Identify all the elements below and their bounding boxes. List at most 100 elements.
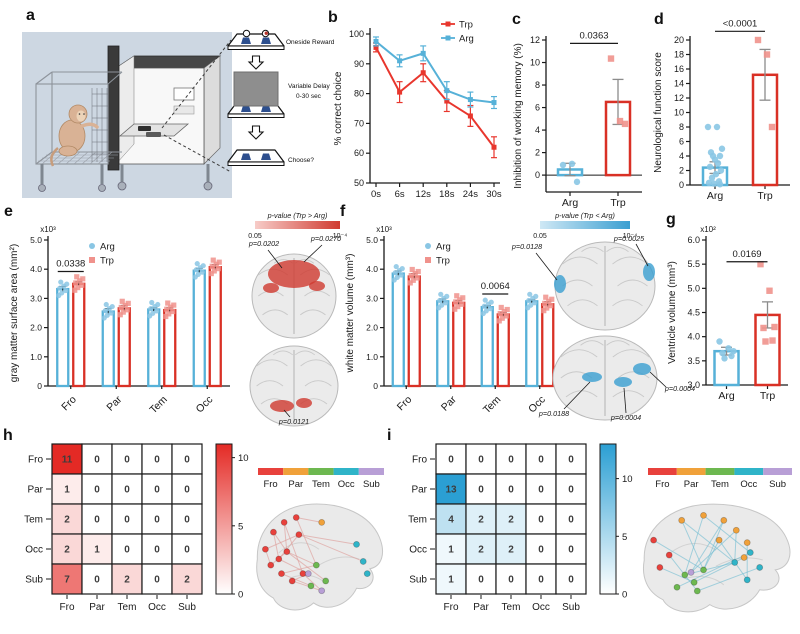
svg-text:6.0: 6.0	[687, 235, 700, 245]
panel-label-a: a	[26, 7, 35, 24]
wheels	[38, 181, 213, 192]
svg-text:p=0.0004: p=0.0004	[664, 384, 695, 393]
svg-text:Tem: Tem	[711, 479, 729, 490]
svg-text:p=0.0128: p=0.0128	[511, 242, 542, 251]
svg-text:Fro: Fro	[395, 394, 415, 414]
svg-text:Trp: Trp	[760, 390, 776, 402]
svg-text:Sub: Sub	[25, 575, 43, 586]
svg-text:Arg: Arg	[100, 242, 115, 253]
svg-text:3.0: 3.0	[366, 293, 378, 303]
svg-text:3.0: 3.0	[30, 293, 42, 303]
svg-text:0: 0	[124, 455, 130, 466]
svg-text:Trp: Trp	[436, 256, 450, 267]
svg-text:1: 1	[448, 545, 454, 556]
svg-text:Par: Par	[439, 393, 459, 413]
svg-text:Occ: Occ	[338, 479, 355, 490]
svg-text:8: 8	[535, 80, 540, 90]
svg-text:0: 0	[478, 485, 484, 496]
svg-text:4.0: 4.0	[366, 264, 378, 274]
svg-text:0: 0	[124, 545, 130, 556]
svg-text:7: 7	[64, 575, 70, 586]
svg-text:0s: 0s	[371, 189, 381, 200]
divider-panel	[107, 45, 120, 171]
svg-text:Sub: Sub	[363, 479, 380, 490]
svg-text:30s: 30s	[486, 189, 502, 200]
svg-text:p=0.0004: p=0.0004	[610, 413, 641, 422]
svg-text:5.0: 5.0	[30, 235, 42, 245]
svg-text:0: 0	[184, 455, 190, 466]
svg-text:12: 12	[530, 35, 540, 45]
svg-text:0: 0	[538, 545, 544, 556]
cage-legs	[40, 164, 210, 184]
svg-text:Arg: Arg	[459, 34, 474, 45]
svg-text:Tem: Tem	[502, 602, 521, 613]
svg-text:4.5: 4.5	[687, 308, 700, 318]
svg-text:p-value (Trp < Arg): p-value (Trp < Arg)	[554, 211, 615, 220]
svg-text:1: 1	[64, 485, 70, 496]
svg-text:Par: Par	[288, 479, 303, 490]
svg-text:<0.0001: <0.0001	[723, 18, 758, 29]
svg-text:Sub: Sub	[178, 602, 196, 613]
svg-text:6s: 6s	[395, 189, 405, 200]
svg-text:x10³: x10³	[376, 225, 392, 234]
svg-text:Par: Par	[684, 479, 699, 490]
svg-text:Fro: Fro	[59, 394, 79, 414]
brain-network-trp-less: Fro Par Tem Occ Sub	[643, 468, 792, 613]
svg-text:Tem: Tem	[312, 479, 330, 490]
svg-text:0: 0	[154, 455, 160, 466]
svg-text:4: 4	[448, 515, 454, 526]
svg-text:6: 6	[535, 103, 540, 113]
svg-text:0: 0	[538, 575, 544, 586]
svg-text:p=0.0025: p=0.0025	[613, 234, 645, 243]
svg-text:0: 0	[124, 515, 130, 526]
svg-text:1: 1	[94, 545, 100, 556]
svg-text:0.05: 0.05	[248, 233, 262, 240]
heatmap-trp-greater: 11 0 0 0 01 0 0 0 02 0 0 0 02 1 0 0 07 0 2 0 2FroParTemOccSu…	[24, 443, 249, 613]
svg-text:5: 5	[238, 521, 243, 532]
svg-text:Par: Par	[473, 602, 489, 613]
svg-text:Tem: Tem	[118, 602, 137, 613]
svg-text:Fro: Fro	[263, 479, 277, 490]
svg-text:1: 1	[448, 575, 454, 586]
svg-text:0: 0	[568, 575, 574, 586]
panel-label-i: i	[387, 427, 392, 444]
step-label-delay-line1: Variable Delay	[288, 83, 331, 90]
step-label-choose: Choose?	[288, 157, 314, 164]
svg-text:10: 10	[674, 108, 684, 118]
svg-text:2: 2	[184, 575, 190, 586]
brain-network-trp-greater: Fro Par Tem Occ Sub	[256, 468, 384, 611]
svg-text:2: 2	[64, 515, 70, 526]
svg-text:70: 70	[354, 118, 364, 128]
svg-text:0: 0	[154, 575, 160, 586]
svg-text:0: 0	[508, 575, 514, 586]
svg-text:0.0363: 0.0363	[579, 30, 608, 41]
svg-text:Tem: Tem	[24, 515, 43, 526]
svg-text:Fro: Fro	[655, 479, 669, 490]
svg-text:x10³: x10³	[40, 225, 56, 234]
svg-text:2.0: 2.0	[366, 323, 378, 333]
svg-text:10: 10	[622, 474, 633, 485]
svg-text:Trp: Trp	[459, 20, 473, 31]
svg-text:0: 0	[154, 485, 160, 496]
svg-text:1.0: 1.0	[366, 352, 378, 362]
svg-text:Trp: Trp	[757, 190, 773, 202]
svg-text:0: 0	[184, 485, 190, 496]
svg-text:2: 2	[535, 148, 540, 158]
svg-text:white matter volume (mm³): white matter volume (mm³)	[345, 254, 356, 374]
svg-text:0: 0	[154, 515, 160, 526]
svg-text:0: 0	[622, 590, 627, 601]
svg-text:0: 0	[538, 515, 544, 526]
svg-text:Occ: Occ	[148, 602, 166, 613]
svg-text:18s: 18s	[439, 189, 455, 200]
svg-text:4: 4	[679, 151, 684, 161]
svg-text:0: 0	[478, 575, 484, 586]
svg-text:0: 0	[535, 170, 540, 180]
svg-text:0: 0	[94, 515, 100, 526]
svg-text:0: 0	[568, 545, 574, 556]
bar-chart-ventricle-volume: 3.0 3.5 4.0 4.5 5.0 5.5 6.0 Arg Trp 0.0169 Ventric…	[667, 225, 788, 402]
svg-text:0: 0	[373, 381, 378, 391]
svg-text:p=0.0121: p=0.0121	[278, 417, 309, 426]
svg-text:2: 2	[679, 166, 684, 176]
svg-text:p-value (Trp > Arg): p-value (Trp > Arg)	[267, 211, 328, 220]
